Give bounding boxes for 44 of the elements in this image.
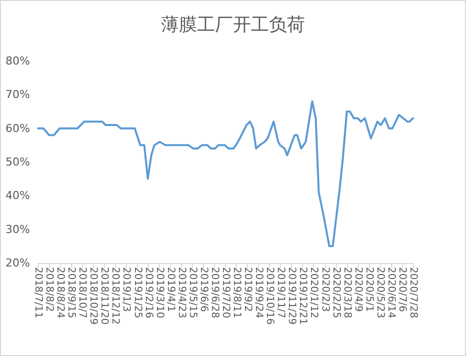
x-tick-label: 2018/10/29 xyxy=(88,267,99,325)
x-tick-label: 2019/6/28 xyxy=(208,267,220,318)
x-tick-label: 2019/2/16 xyxy=(142,267,154,318)
y-tick-label: 80% xyxy=(6,54,30,68)
x-tick-label: 2019/1/25 xyxy=(132,267,143,318)
x-tick-label: 2019/11/29 xyxy=(286,267,298,325)
chart-title: 薄膜工厂开工负荷 xyxy=(161,14,305,36)
x-tick-label: 2019/1/3 xyxy=(120,267,132,312)
x-tick-label: 2019/4/1 xyxy=(164,267,176,312)
x-tick-label: 2020/5/23 xyxy=(374,267,386,318)
x-tick-label: 2018/12/12 xyxy=(110,267,121,325)
x-tick-label: 2019/11/7 xyxy=(275,267,286,318)
x-tick-label: 2019/4/23 xyxy=(176,267,187,318)
y-tick-label: 60% xyxy=(6,122,30,135)
y-tick-label: 30% xyxy=(6,222,30,236)
x-tick-label: 2018/8/2 xyxy=(44,267,55,312)
x-tick-label: 2019/10/16 xyxy=(264,267,276,325)
x-tick-label: 2020/1/12 xyxy=(308,267,320,318)
x-tick-label: 2018/9/15 xyxy=(66,267,77,318)
x-tick-label: 2020/2/25 xyxy=(330,267,342,318)
y-tick-label: 20% xyxy=(6,256,30,270)
y-tick-label: 40% xyxy=(6,189,30,202)
y-tick-label: 50% xyxy=(6,156,30,168)
x-tick-label: 2020/7/28 xyxy=(408,267,418,318)
x-tick-label: 2020/5/1 xyxy=(363,267,374,312)
x-tick-label: 2018/11/20 xyxy=(98,267,110,325)
x-tick-label: 2018/8/24 xyxy=(54,267,66,318)
line-series xyxy=(37,100,414,248)
x-tick-label: 2018/7/11 xyxy=(32,267,44,318)
x-tick-label: 2019/9/2 xyxy=(242,267,254,312)
y-tick-label: 70% xyxy=(6,88,30,102)
x-tick-label: 2019/12/21 xyxy=(297,267,308,325)
x-tick-label: 2019/3/10 xyxy=(154,267,165,318)
x-tick-label: 2020/3/18 xyxy=(341,267,352,318)
x-tick-label: 2020/2/3 xyxy=(319,267,330,312)
x-tick-label: 2019/7/20 xyxy=(220,267,231,318)
x-tick-label: 2020/6/14 xyxy=(385,267,396,318)
x-tick-label: 2019/9/24 xyxy=(253,267,264,318)
x-tick-label: 2019/5/15 xyxy=(186,267,198,318)
x-tick-label: 2019/8/11 xyxy=(231,267,242,318)
x-tick-label: 2019/6/6 xyxy=(198,267,209,312)
x-tick-label: 2020/4/9 xyxy=(352,267,364,312)
x-tick-label: 2020/7/6 xyxy=(396,267,408,312)
x-tick-label: 2018/10/7 xyxy=(76,267,88,318)
